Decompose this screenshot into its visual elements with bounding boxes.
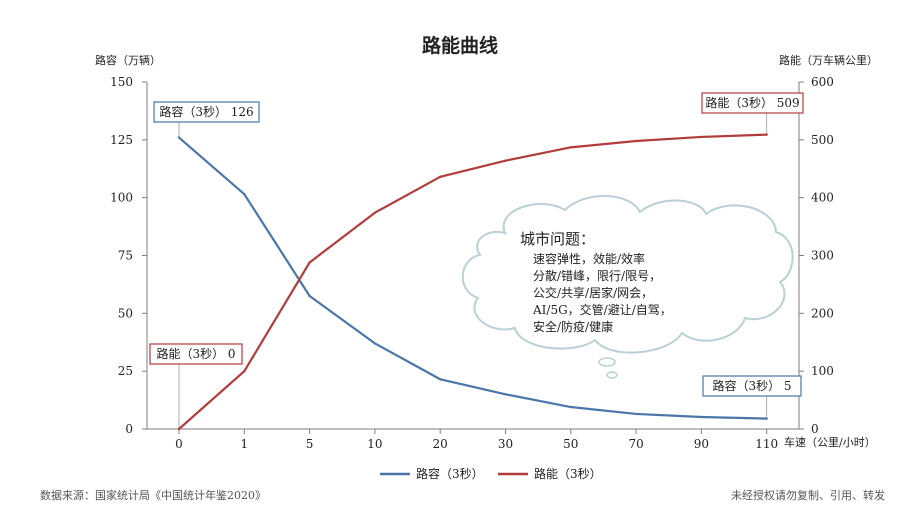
y-right-tick-label: 300 bbox=[811, 249, 834, 263]
footer-source: 数据来源：国家统计局《中国统计年鉴2020》 bbox=[40, 488, 266, 502]
annotations: 路容（3秒） 126 路能（3秒） 509 路能（3秒） 0 路容（3秒） 5 bbox=[149, 92, 804, 429]
data-point bbox=[373, 342, 377, 345]
annotation-box bbox=[153, 101, 260, 123]
y-left-tick-label: 150 bbox=[110, 75, 133, 89]
cloud-callout: 城市问题： 速容弹性，效能/效率 分散/错峰，限行/限号， 公交/共享/居家/网… bbox=[461, 195, 794, 379]
x-tick-label: 5 bbox=[306, 437, 314, 451]
chart-title: 路能曲线 bbox=[422, 34, 498, 57]
y-left-axis-title: 路容（万辆） bbox=[95, 53, 161, 67]
y-left-tick-label: 125 bbox=[110, 133, 133, 147]
y-left-tick-label: 50 bbox=[118, 306, 133, 320]
data-point bbox=[177, 136, 181, 139]
x-tick-label: 110 bbox=[755, 437, 778, 451]
x-tick-label: 1 bbox=[240, 437, 248, 451]
series-line-road-capacity bbox=[178, 136, 767, 420]
data-point bbox=[765, 133, 768, 136]
cloud-line-2: 分散/错峰，限行/限号， bbox=[533, 268, 661, 283]
y-right-tick-label: 400 bbox=[811, 191, 834, 205]
y-left-ticks: 0 25 50 75 100 125 150 bbox=[110, 75, 147, 436]
data-point bbox=[634, 412, 638, 416]
annotation-label: 路容（3秒） 5 bbox=[712, 378, 791, 393]
data-point bbox=[439, 175, 442, 179]
series-lines bbox=[177, 133, 768, 431]
data-point bbox=[177, 427, 181, 431]
cloud-tail-1 bbox=[598, 357, 616, 367]
y-left-tick-label: 100 bbox=[110, 191, 133, 205]
x-axis-title: 车速（公里/小时） bbox=[784, 435, 876, 449]
legend: 路容（3秒） 路能（3秒） bbox=[380, 466, 602, 481]
x-tick-label: 0 bbox=[175, 437, 183, 451]
legend-label-road-energy: 路能（3秒） bbox=[534, 466, 602, 481]
data-point bbox=[634, 139, 638, 143]
x-tick-label: 50 bbox=[563, 437, 578, 451]
y-right-ticks: 0 100 200 300 400 500 600 bbox=[799, 75, 834, 436]
x-tick-label: 20 bbox=[433, 437, 448, 451]
y-right-axis-title: 路能（万车辆公里） bbox=[779, 53, 878, 67]
cloud-tail-2 bbox=[606, 371, 618, 379]
cloud-line-3: 公交/共享/居家/网会， bbox=[533, 285, 653, 300]
data-point bbox=[243, 369, 246, 373]
data-point bbox=[700, 415, 703, 419]
x-tick-label: 70 bbox=[628, 437, 643, 451]
y-right-tick-label: 200 bbox=[811, 306, 834, 320]
y-right-tick-label: 0 bbox=[811, 422, 819, 436]
y-left-tick-label: 0 bbox=[125, 422, 133, 436]
data-point bbox=[308, 294, 311, 298]
footer-copyright: 未经授权请勿复制、引用、转发 bbox=[731, 488, 885, 502]
annotation-box bbox=[701, 92, 804, 114]
data-point bbox=[439, 378, 442, 381]
data-point bbox=[700, 135, 703, 139]
cloud-line-5: 安全/防疫/健康 bbox=[533, 319, 613, 334]
data-point bbox=[308, 261, 311, 264]
cloud-shape bbox=[461, 195, 794, 354]
cloud-line-1: 速容弹性，效能/效率 bbox=[533, 251, 645, 266]
cloud-line-4: AI/5G，交管/避让/自驾， bbox=[532, 302, 672, 317]
x-ticks: 0 1 5 10 20 30 50 70 90 110 bbox=[175, 429, 778, 451]
data-point bbox=[569, 146, 572, 149]
y-left-tick-label: 25 bbox=[118, 364, 133, 378]
y-right-tick-label: 100 bbox=[811, 364, 834, 378]
data-point bbox=[765, 417, 768, 420]
data-point bbox=[243, 192, 246, 196]
x-tick-label: 90 bbox=[694, 437, 709, 451]
annotation-label: 路能（3秒） 0 bbox=[156, 346, 235, 361]
y-left-tick-label: 75 bbox=[118, 249, 133, 263]
annotation-label: 路容（3秒） 126 bbox=[159, 104, 253, 119]
series-line-road-energy bbox=[178, 133, 767, 430]
legend-label-road-capacity: 路容（3秒） bbox=[416, 466, 484, 481]
annotation-box bbox=[149, 343, 243, 365]
y-right-tick-label: 600 bbox=[811, 75, 834, 89]
cloud-title: 城市问题： bbox=[520, 230, 595, 248]
data-point bbox=[504, 159, 507, 162]
data-point bbox=[569, 405, 572, 409]
y-right-tick-label: 500 bbox=[811, 133, 834, 147]
x-tick-label: 30 bbox=[498, 437, 513, 451]
data-point bbox=[504, 393, 507, 396]
x-tick-label: 10 bbox=[367, 437, 382, 451]
data-point bbox=[373, 211, 377, 214]
annotation-box bbox=[702, 375, 802, 397]
annotation-label: 路能（3秒） 509 bbox=[705, 95, 799, 110]
